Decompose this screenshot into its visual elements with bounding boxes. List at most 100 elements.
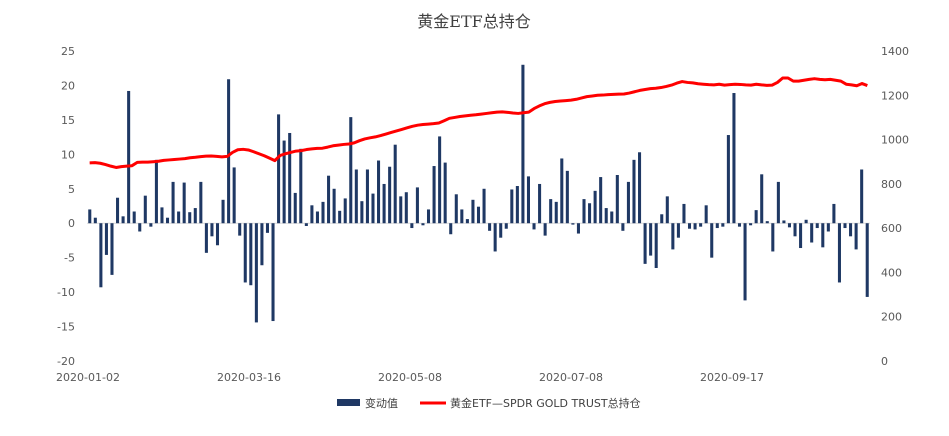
- bar: [860, 169, 864, 224]
- bar: [793, 223, 797, 237]
- bar: [632, 159, 636, 224]
- bar: [510, 189, 514, 224]
- y-right-tick-label: 1000: [881, 134, 909, 147]
- bar: [715, 223, 719, 229]
- bar: [327, 175, 331, 224]
- bar: [99, 223, 103, 288]
- bar: [188, 212, 192, 224]
- bar: [360, 201, 364, 224]
- bar: [626, 181, 630, 224]
- bar: [726, 135, 730, 224]
- x-axis: 2020-01-02 2020-03-16 2020-05-08 2020-07-08…: [56, 371, 764, 384]
- bar: [232, 167, 236, 224]
- bar: [488, 223, 492, 231]
- y-left-tick-label: -20: [57, 355, 75, 368]
- bar: [543, 223, 547, 236]
- bar: [576, 223, 580, 234]
- bar: [687, 223, 692, 229]
- bar: [732, 93, 736, 224]
- bar: [332, 188, 336, 224]
- bar: [171, 181, 175, 224]
- bar: [343, 198, 347, 224]
- y-right-tick-label: 1400: [881, 45, 909, 58]
- bar: [832, 203, 836, 224]
- bar: [271, 223, 275, 322]
- bar: [865, 223, 869, 297]
- bar: [643, 223, 647, 264]
- bar: [104, 223, 108, 255]
- bar: [415, 187, 419, 224]
- x-tick-label: 2020-01-02: [56, 371, 120, 384]
- bar: [465, 219, 469, 224]
- bar: [604, 208, 608, 224]
- bar: [388, 166, 392, 224]
- bar: [515, 186, 519, 224]
- chart-title: 黄金ETF总持仓: [417, 12, 530, 31]
- bar: [265, 223, 269, 233]
- bar: [354, 169, 358, 224]
- bar: [221, 199, 225, 224]
- bar: [621, 223, 625, 231]
- bar: [821, 223, 825, 248]
- bar: [238, 223, 242, 236]
- bar: [760, 174, 764, 224]
- bar: [177, 211, 181, 224]
- y-left-tick-label: -15: [57, 321, 75, 334]
- bar: [315, 211, 319, 224]
- bar: [249, 223, 253, 286]
- legend-label-line: 黄金ETF—SPDR GOLD TRUST总持仓: [450, 396, 641, 410]
- bar: [782, 220, 786, 224]
- bar: [532, 223, 536, 230]
- bar: [277, 114, 281, 224]
- bar: [193, 208, 197, 224]
- y-right-tick-label: 200: [881, 311, 902, 324]
- bar: [138, 223, 142, 232]
- bar: [549, 199, 553, 224]
- x-tick-label: 2020-09-17: [700, 371, 764, 384]
- bar: [765, 221, 769, 224]
- y-right-tick-label: 400: [881, 266, 902, 279]
- legend: 变动值 黄金ETF—SPDR GOLD TRUST总持仓: [337, 396, 641, 410]
- bar: [593, 190, 597, 224]
- bar: [554, 201, 558, 224]
- bar: [815, 223, 819, 229]
- bar: [371, 193, 375, 224]
- bar: [438, 136, 442, 224]
- bar: [538, 183, 542, 224]
- y-right-tick-label: 0: [881, 355, 888, 368]
- x-tick-label: 2020-05-08: [378, 371, 442, 384]
- bar: [377, 160, 381, 224]
- bar: [243, 223, 247, 283]
- bar: [682, 203, 686, 224]
- bar: [743, 223, 747, 301]
- bar: [710, 223, 714, 258]
- bar: [132, 211, 136, 224]
- y-right-tick-label: 1200: [881, 89, 909, 102]
- bar: [227, 79, 231, 224]
- y-left-tick-label: 0: [68, 217, 75, 230]
- legend-label-bar: 变动值: [365, 396, 398, 410]
- bar: [293, 192, 297, 224]
- bar: [432, 166, 436, 224]
- y-axis-right: 1400 1200 1000 800 600 400 200 0: [881, 45, 909, 368]
- y-left-tick-label: -5: [64, 252, 75, 265]
- y-left-tick-label: 15: [61, 114, 75, 127]
- bar: [588, 203, 592, 224]
- bar: [693, 223, 697, 230]
- bar: [610, 211, 614, 224]
- bar: [799, 223, 803, 249]
- bar: [699, 223, 703, 227]
- bar: [143, 195, 147, 224]
- line-series: [89, 76, 868, 169]
- bar: [127, 90, 131, 224]
- holdings-line: [89, 76, 868, 169]
- bar: [454, 194, 458, 224]
- bar: [638, 152, 642, 224]
- bar: [88, 209, 92, 224]
- bar: [560, 158, 564, 224]
- bar: [399, 196, 403, 224]
- bar: [521, 64, 525, 224]
- bar: [304, 223, 308, 226]
- bar: [338, 210, 342, 224]
